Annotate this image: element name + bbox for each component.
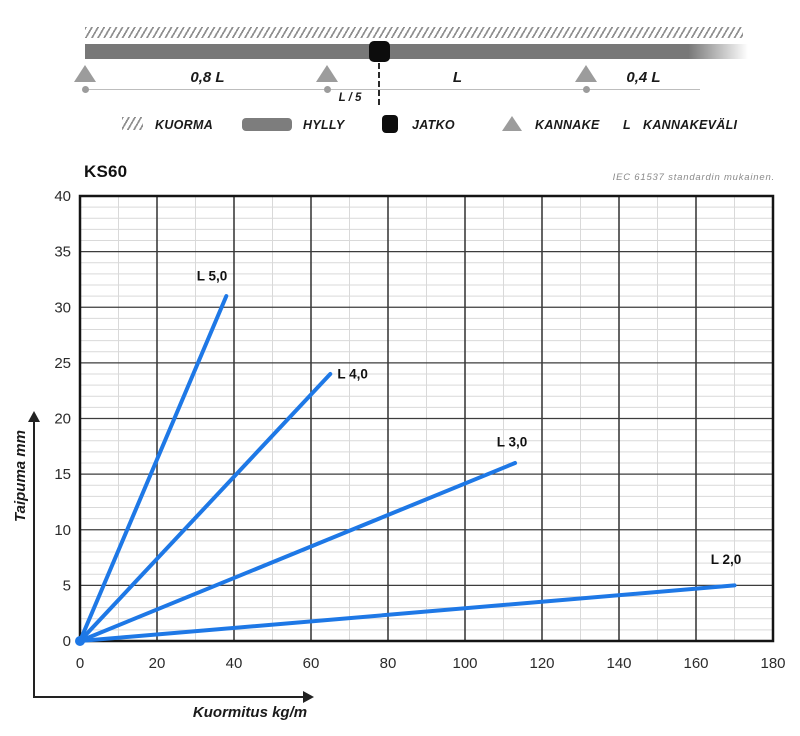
x-tick-label: 160 bbox=[683, 655, 708, 672]
y-tick-label: 35 bbox=[54, 244, 71, 261]
plot-border bbox=[78, 194, 775, 643]
support-triangle-middle bbox=[316, 65, 338, 82]
series-line bbox=[78, 461, 518, 643]
plot-svg: L 5,0L 4,0L 3,0L 2,00 20 40 60 80 100 120 140 16… bbox=[54, 188, 785, 672]
span-baseline bbox=[85, 89, 700, 90]
span-label-joint-offset: L / 5 bbox=[338, 92, 362, 104]
support-triangle-left bbox=[74, 65, 96, 82]
span-dot-middle bbox=[324, 86, 331, 93]
y-axis-label: Taipuma mm bbox=[12, 430, 29, 522]
span-label-middle: L bbox=[452, 69, 463, 86]
legend-label-kannakevali: KANNAKEVÄLI bbox=[643, 118, 738, 132]
series-label: L 5,0 bbox=[197, 269, 228, 284]
y-tick-label: 20 bbox=[54, 411, 71, 428]
series-line bbox=[78, 372, 333, 643]
x-axis-label: Kuormitus kg/m bbox=[192, 704, 308, 721]
y-tick-label: 25 bbox=[54, 355, 71, 372]
y-tick-label: 15 bbox=[54, 466, 71, 483]
chart-title: KS60 bbox=[84, 162, 128, 181]
hatch-icon bbox=[122, 117, 143, 130]
length-symbol: L bbox=[623, 118, 631, 132]
series-label: L 2,0 bbox=[711, 552, 742, 567]
x-tick-label: 140 bbox=[606, 655, 631, 672]
y-tick-label: 40 bbox=[54, 188, 71, 205]
shelf-icon bbox=[242, 118, 292, 131]
x-tick-label: 180 bbox=[760, 655, 785, 672]
y-tick-label: 30 bbox=[54, 299, 71, 316]
y-tick-label: 10 bbox=[54, 522, 71, 539]
joint-dashed-line bbox=[378, 63, 380, 105]
joint-square bbox=[369, 41, 390, 62]
series-line bbox=[78, 583, 737, 643]
span-dot-left bbox=[82, 86, 89, 93]
load-hatch-strip bbox=[85, 27, 743, 38]
plot-area: L 5,0 L 4,0 L 3,0 L 2,0 0 20 40 60 80 100 120 140 16… bbox=[54, 188, 785, 672]
x-tick-label: 100 bbox=[452, 655, 477, 672]
joint-icon bbox=[382, 115, 398, 133]
x-tick-label: 0 bbox=[76, 655, 84, 672]
x-tick-label: 80 bbox=[380, 655, 397, 672]
chart-note: IEC 61537 standardin mukainen. bbox=[612, 172, 775, 183]
y-tick-label: 5 bbox=[63, 577, 71, 594]
x-axis-arrow-line bbox=[33, 696, 303, 698]
span-label-right: 0,4 L bbox=[626, 69, 661, 86]
x-tick-label: 120 bbox=[529, 655, 554, 672]
y-tick-label: 0 bbox=[63, 633, 71, 650]
x-tick-label: 40 bbox=[226, 655, 243, 672]
x-tick-label: 20 bbox=[149, 655, 166, 672]
span-dot-right bbox=[583, 86, 590, 93]
span-label-left: 0,8 L bbox=[190, 69, 225, 86]
x-axis-arrowhead bbox=[303, 691, 314, 703]
shelf-bar bbox=[85, 44, 748, 59]
x-tick-label: 60 bbox=[303, 655, 320, 672]
y-axis-arrow-line bbox=[33, 421, 35, 697]
series-line bbox=[78, 294, 229, 643]
series-label: L 4,0 bbox=[337, 366, 368, 381]
legend-label-hylly: HYLLY bbox=[303, 118, 345, 132]
legend-label-jatko: JATKO bbox=[412, 118, 455, 132]
y-axis-arrowhead bbox=[28, 411, 40, 422]
origin-dot bbox=[75, 636, 85, 646]
legend-label-kuorma: KUORMA bbox=[155, 118, 214, 132]
support-triangle-right bbox=[575, 65, 597, 82]
legend-label-kannake: KANNAKE bbox=[535, 118, 600, 132]
series-label: L 3,0 bbox=[497, 434, 528, 449]
support-icon bbox=[502, 116, 522, 131]
